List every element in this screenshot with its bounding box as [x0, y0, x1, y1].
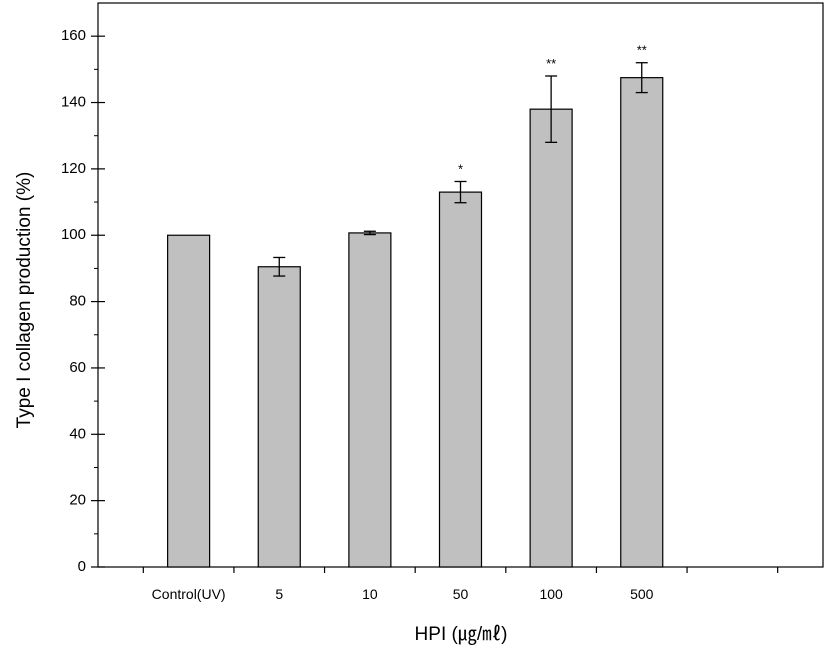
y-axis: 0 20 40 60 80 100 120 140 160: [61, 27, 105, 575]
x-tick-label: 50: [453, 586, 469, 602]
y-tick-label: 80: [69, 293, 86, 310]
y-tick-label: 60: [69, 359, 86, 376]
significance-marker: **: [546, 56, 556, 71]
bars: *****: [167, 43, 664, 568]
x-axis: Control(UV) 5 10 50 100 500: [142, 567, 779, 602]
x-axis-title: HPI (㎍/㎖): [415, 624, 508, 645]
y-tick-label: 20: [69, 492, 86, 509]
x-tick-label: 5: [275, 586, 283, 602]
y-tick-label: 100: [61, 226, 86, 243]
significance-marker: *: [458, 161, 463, 176]
bar: [257, 266, 301, 568]
x-tick-label: Control(UV): [152, 586, 226, 602]
y-tick-label: 0: [78, 558, 86, 575]
y-tick-label: 140: [61, 93, 86, 110]
y-tick-label: 160: [61, 27, 86, 44]
significance-marker: **: [637, 43, 647, 58]
bar: [620, 77, 664, 568]
y-tick-label: 120: [61, 160, 86, 177]
bar: [529, 108, 573, 568]
y-axis-title: Type I collagen production (%): [14, 172, 35, 429]
y-tick-label: 40: [69, 425, 86, 442]
x-tick-label: 100: [539, 586, 563, 602]
bar: [167, 234, 211, 568]
x-tick-label: 500: [630, 586, 654, 602]
bar: [348, 232, 392, 568]
bar: [438, 191, 483, 568]
x-tick-label: 10: [362, 586, 378, 602]
